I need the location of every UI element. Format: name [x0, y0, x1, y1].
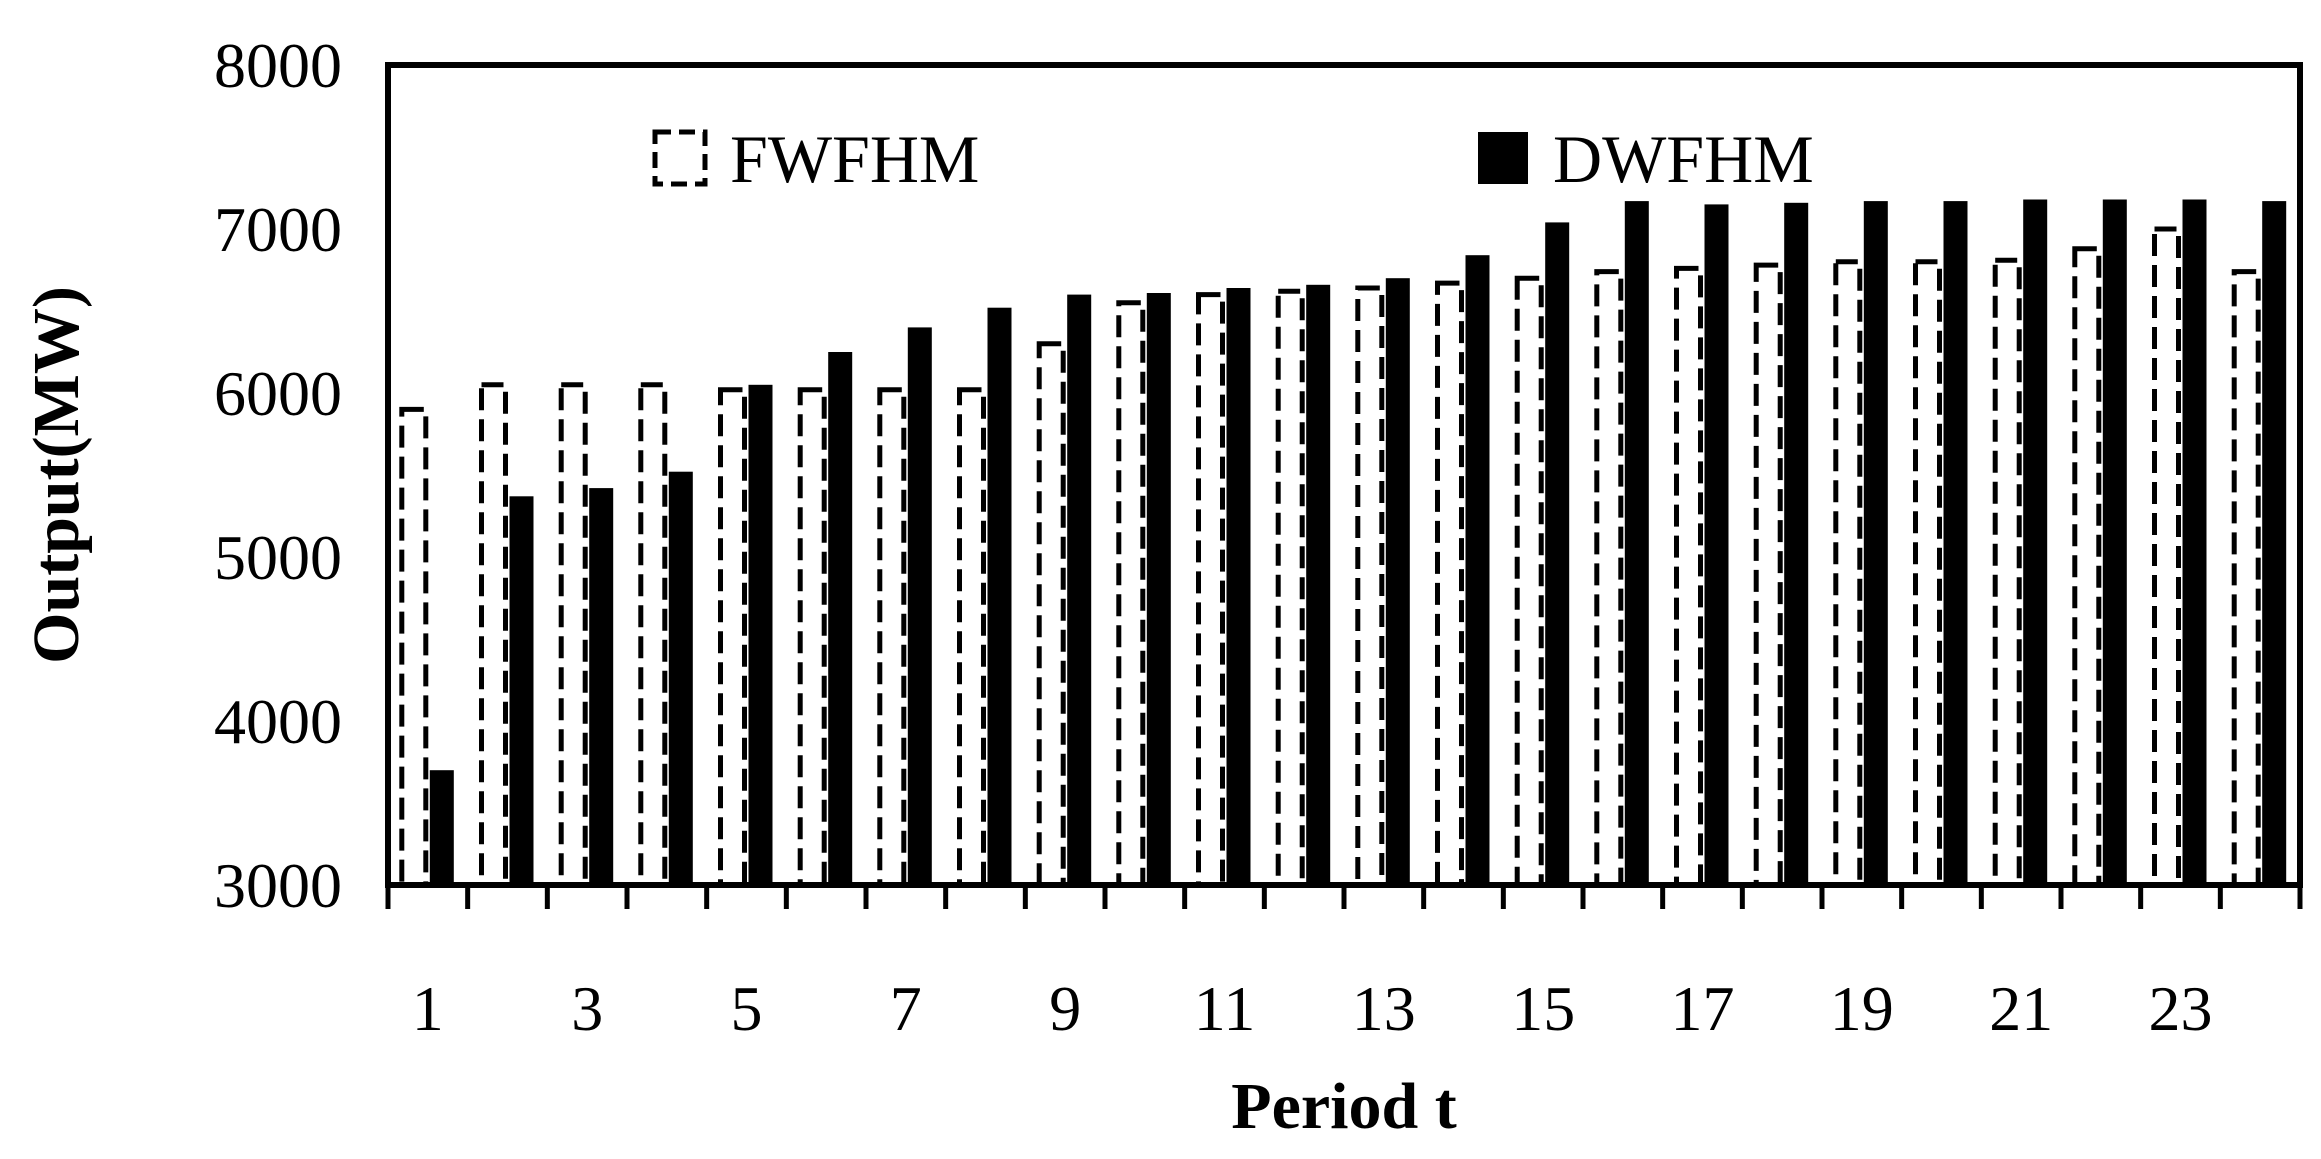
bar-fwfhm-12 [1275, 288, 1305, 888]
x-tick-label: 17 [1671, 973, 1735, 1044]
bar-dwfhm-2 [509, 496, 534, 885]
bar-fwfhm-22 [2072, 246, 2102, 888]
bar-fwfhm-7 [877, 387, 907, 888]
x-tick-label: 5 [731, 973, 763, 1044]
bar-dwfhm-23 [2182, 199, 2207, 885]
bar-dwfhm-12 [1306, 284, 1331, 885]
bar-fwfhm-23 [2152, 226, 2181, 888]
bar-dwfhm-21 [2023, 199, 2048, 885]
bar-dwfhm-5 [748, 384, 773, 885]
x-tick-label: 3 [571, 973, 603, 1044]
bar-fwfhm-18 [1753, 262, 1783, 888]
bar-fwfhm-17 [1674, 265, 1703, 888]
x-tick-label: 9 [1049, 973, 1081, 1044]
bar-dwfhm-14 [1465, 255, 1490, 885]
bar-dwfhm-11 [1226, 288, 1251, 885]
bar-dwfhm-8 [987, 307, 1012, 885]
bar-dwfhm-4 [668, 471, 693, 885]
x-tick-label: 11 [1194, 973, 1256, 1044]
bar-dwfhm-24 [2262, 201, 2287, 886]
bar-dwfhm-7 [907, 327, 932, 885]
y-tick-label: 4000 [214, 686, 342, 757]
y-tick-label: 3000 [214, 850, 342, 921]
bar-fwfhm-8 [957, 387, 986, 888]
legend-swatch-dwfhm [1478, 132, 1528, 184]
bar-fwfhm-1 [399, 406, 429, 888]
bar-dwfhm-18 [1784, 202, 1809, 886]
bar-fwfhm-14 [1435, 280, 1464, 888]
x-tick-label: 19 [1830, 973, 1894, 1044]
bar-fwfhm-15 [1514, 275, 1544, 888]
y-tick-label: 7000 [214, 194, 342, 265]
bar-dwfhm-16 [1624, 201, 1649, 886]
bar-fwfhm-3 [558, 382, 588, 888]
y-axis-label: Output(MW) [20, 286, 93, 664]
bar-dwfhm-1 [429, 770, 454, 885]
y-tick-label: 6000 [214, 358, 342, 429]
x-tick-label: 13 [1352, 973, 1416, 1044]
bar-dwfhm-20 [1943, 201, 1968, 886]
legend-label-dwfhm: DWFHM [1553, 121, 1814, 197]
bar-dwfhm-15 [1545, 222, 1570, 885]
bar-fwfhm-16 [1594, 269, 1624, 888]
x-axis-label: Period t [1231, 1070, 1456, 1143]
bar-dwfhm-13 [1385, 278, 1410, 885]
y-tick-label: 5000 [214, 522, 342, 593]
bar-dwfhm-17 [1704, 204, 1729, 885]
bar-fwfhm-5 [718, 387, 747, 888]
bar-dwfhm-19 [1863, 201, 1888, 886]
legend-label-fwfhm: FWFHM [730, 121, 979, 197]
bar-dwfhm-6 [828, 352, 853, 885]
bar-fwfhm-2 [479, 382, 508, 888]
bar-fwfhm-4 [638, 382, 668, 888]
legend: FWFHM DWFHM [652, 121, 1814, 197]
ticks-layer [385, 885, 2303, 909]
bar-fwfhm-10 [1116, 300, 1146, 888]
bar-fwfhm-20 [1913, 259, 1942, 888]
y-tick-label: 8000 [214, 30, 342, 101]
bar-dwfhm-22 [2102, 199, 2127, 885]
bar-fwfhm-11 [1196, 292, 1225, 888]
x-tick-label: 23 [2149, 973, 2213, 1044]
x-tick-label: 1 [412, 973, 444, 1044]
legend-swatch-fwfhm [652, 129, 708, 187]
bars-layer [399, 199, 2287, 888]
x-tick-label: 15 [1511, 973, 1575, 1044]
bar-fwfhm-21 [1992, 257, 2022, 888]
bar-dwfhm-3 [589, 488, 614, 885]
bar-fwfhm-24 [2231, 269, 2261, 888]
x-tick-labels: 1 3 5 7 9 11 13 15 17 19 21 23 [412, 973, 2213, 1044]
bar-fwfhm-9 [1036, 341, 1066, 888]
y-tick-labels: 3000 4000 5000 6000 7000 8000 [214, 30, 342, 921]
bar-fwfhm-13 [1355, 285, 1385, 888]
x-tick-label: 7 [890, 973, 922, 1044]
bar-fwfhm-19 [1833, 259, 1863, 888]
x-tick-label: 21 [1989, 973, 2053, 1044]
bar-dwfhm-9 [1067, 294, 1092, 886]
bar-fwfhm-6 [797, 387, 827, 888]
bar-dwfhm-10 [1146, 293, 1171, 885]
